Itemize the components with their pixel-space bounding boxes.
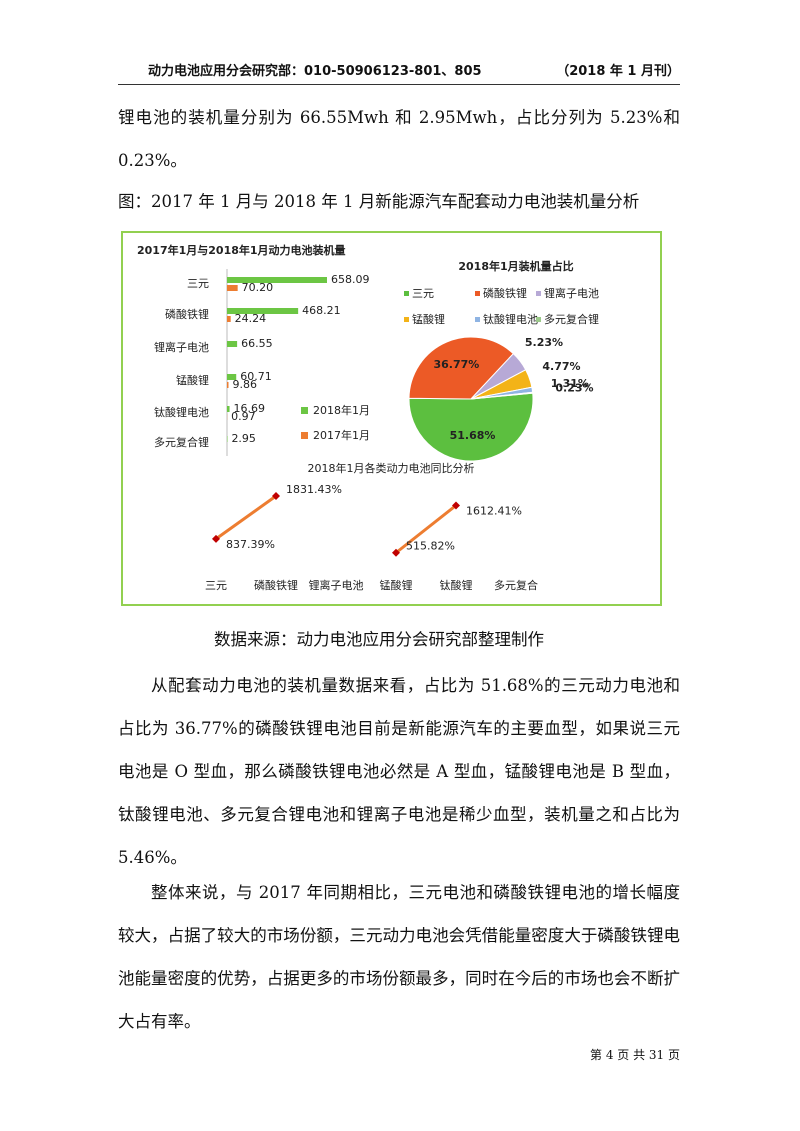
data-label: 0.97: [231, 410, 256, 423]
data-label: 5.23%: [525, 336, 563, 349]
pie-slice: [408, 392, 534, 462]
bar: [227, 382, 229, 388]
x-tick-label: 锰酸锂: [380, 578, 413, 592]
y-tick-label: 锂离子电池: [154, 340, 209, 354]
data-label: 2.95: [231, 432, 256, 445]
legend-marker: [475, 317, 480, 322]
data-label: 4.77%: [542, 360, 580, 373]
legend-marker: [301, 432, 308, 439]
x-tick-label: 锂离子电池: [309, 578, 364, 592]
legend-marker: [301, 407, 308, 414]
legend-label: 锂离子电池: [544, 286, 599, 300]
legend-marker: [536, 317, 541, 322]
legend-label: 多元复合锂: [544, 312, 599, 326]
chart-title: 2018年1月装机量占比: [458, 259, 573, 273]
header: 动力电池应用分会研究部：010-50906123-801、805 （2018 年…: [118, 58, 680, 85]
paragraph: 从配套动力电池的装机量数据来看，占比为 51.68%的三元动力电池和占比为 36…: [118, 676, 680, 867]
paragraph: 锂电池的装机量分别为 66.55Mwh 和 2.95Mwh，占比分列为 5.23…: [118, 108, 680, 170]
x-tick-label: 三元: [205, 579, 227, 592]
legend-marker: [404, 291, 409, 296]
data-label: 837.39%: [226, 538, 275, 551]
data-label: 515.82%: [406, 540, 455, 553]
data-label: 60.71: [240, 370, 272, 383]
x-tick-label: 多元复合: [494, 578, 538, 592]
line: [215, 494, 457, 554]
data-label: 1831.43%: [286, 483, 342, 496]
y-tick-label: 多元复合锂: [154, 435, 209, 449]
data-label: 16.69: [234, 402, 266, 415]
bar: [227, 277, 327, 283]
bar: [227, 316, 231, 322]
bar: [227, 285, 238, 291]
bar: [227, 374, 237, 380]
legend-label: 2018年1月: [313, 403, 370, 417]
data-label: 36.77%: [433, 358, 479, 371]
figure-caption: 图：2017 年 1 月与 2018 年 1 月新能源汽车配套动力电池装机量分析: [118, 192, 640, 211]
x-tick-label: 钛酸锂: [440, 578, 473, 592]
legend-marker: [404, 317, 409, 322]
data-label: 658.09: [331, 273, 370, 286]
page-number: 第 4 页 共 31 页: [590, 1048, 680, 1062]
data-label: 70.20: [242, 281, 274, 294]
header-right: （2018 年 1 月刊）: [556, 64, 680, 79]
marker: [452, 501, 460, 510]
marker: [272, 492, 280, 500]
y-tick-label: 磷酸铁锂: [165, 307, 209, 321]
data-label: 51.68%: [450, 429, 496, 442]
data-label: 24.24: [235, 312, 267, 325]
pie-slice: [470, 391, 534, 400]
y-tick-label: 钛酸锂电池: [154, 405, 209, 419]
figure-frame: [121, 231, 662, 606]
pie-slice: [408, 336, 515, 400]
x-tick-label: 磷酸铁锂: [254, 578, 298, 592]
y-tick-label: 锰酸锂: [176, 373, 209, 387]
data-label: 1612.41%: [466, 504, 522, 517]
marker: [212, 534, 220, 543]
marker: [392, 548, 400, 557]
source-note: 数据来源：动力电池应用分会研究部整理制作: [214, 630, 544, 649]
legend-label: 三元: [412, 287, 434, 300]
legend-label: 钛酸锂电池: [483, 312, 538, 326]
y-tick-label: 三元: [187, 277, 209, 290]
bar: [227, 308, 299, 314]
chart-title: 2017年1月与2018年1月动力电池装机量: [137, 243, 346, 257]
header-left: 动力电池应用分会研究部：010-50906123-801、805: [148, 64, 482, 79]
data-label: 0.23%: [555, 381, 593, 394]
figure: 2017年1月与2018年1月动力电池装机量三元磷酸铁锂锂离子电池锰酸锂钛酸锂电…: [121, 231, 662, 606]
legend-label: 2017年1月: [313, 428, 370, 442]
data-label: 66.55: [241, 337, 273, 350]
legend-marker: [536, 291, 541, 296]
paragraph: 整体来说，与 2017 年同期相比，三元电池和磷酸铁锂电池的增长幅度较大，占据了…: [118, 883, 680, 1031]
chart-title: 2018年1月各类动力电池同比分析: [308, 461, 475, 475]
data-label: 1.31%: [551, 377, 589, 390]
legend-label: 锰酸锂: [412, 312, 445, 326]
legend-label: 磷酸铁锂: [483, 286, 527, 300]
legend-marker: [475, 291, 480, 296]
bar: [227, 341, 238, 347]
bar: [227, 406, 230, 412]
data-label: 9.86: [232, 378, 257, 391]
data-label: 468.21: [302, 304, 341, 317]
